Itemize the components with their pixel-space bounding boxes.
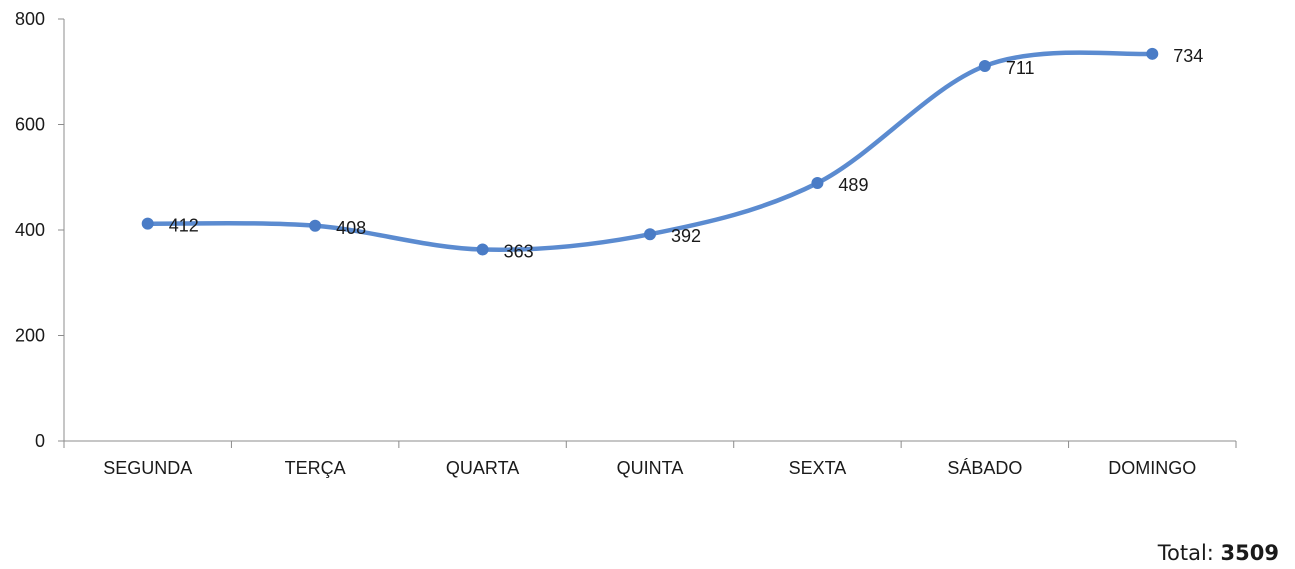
y-tick-label: 400	[15, 220, 45, 240]
total-label: Total:	[1157, 541, 1214, 565]
x-axis: SEGUNDA TERÇA QUARTA QUINTA SEXTA SÁBADO DOMIN…	[63, 440, 1237, 478]
x-tick-label: DOMINGO	[1108, 458, 1196, 478]
data-label: 734	[1173, 46, 1203, 66]
data-label: 489	[838, 175, 868, 195]
data-label: 392	[671, 226, 701, 246]
x-tick-label: SEGUNDA	[103, 458, 192, 478]
data-point	[309, 219, 322, 232]
data-label: 363	[504, 242, 534, 262]
data-labels: 412 408 363 392 489 711 734	[169, 46, 1204, 262]
series-line-group	[141, 47, 1159, 256]
y-axis: 0 200 400 600 800	[15, 9, 65, 451]
data-point	[476, 243, 489, 256]
data-label: 408	[336, 218, 366, 238]
total-summary: Total: 3509	[1158, 541, 1279, 565]
y-tick-label: 800	[15, 9, 45, 29]
x-tick-label: SÁBADO	[947, 458, 1022, 478]
total-value: 3509	[1220, 541, 1279, 565]
x-tick-label: TERÇA	[285, 458, 346, 478]
data-label: 412	[169, 216, 199, 236]
y-tick-label: 0	[35, 431, 45, 451]
data-point	[978, 59, 991, 72]
data-point	[141, 217, 154, 230]
y-tick-label: 200	[15, 326, 45, 346]
data-point	[1146, 47, 1159, 60]
series-line	[145, 50, 1155, 252]
x-tick-label: QUINTA	[617, 458, 684, 478]
y-tick-label: 600	[15, 115, 45, 135]
data-point	[811, 177, 824, 190]
data-label: 711	[1006, 58, 1035, 78]
x-tick-label: SEXTA	[789, 458, 847, 478]
x-tick-label: QUARTA	[446, 458, 519, 478]
data-point	[644, 228, 656, 241]
